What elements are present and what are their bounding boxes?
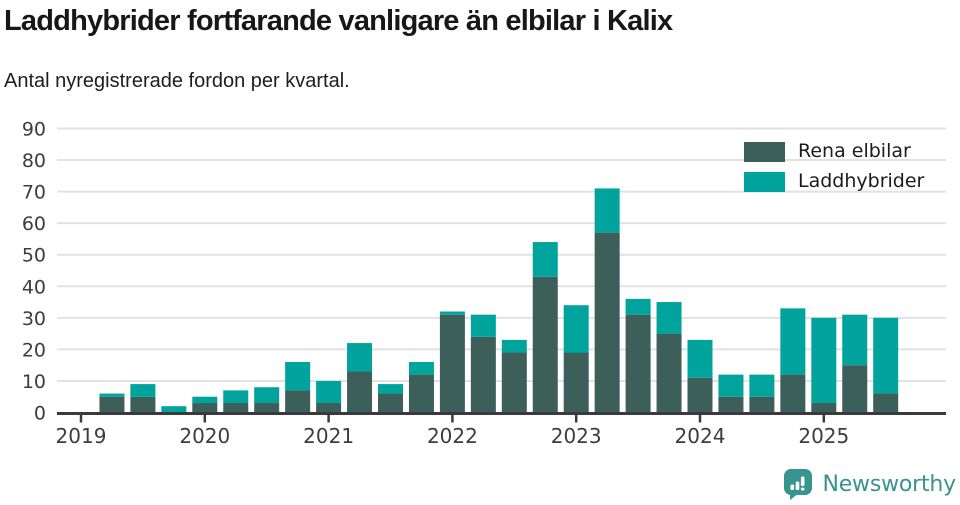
bar-segment-rena-elbilar (285, 390, 311, 413)
bar-segment-laddhybrider (749, 374, 775, 397)
legend-swatch-laddhybrider (744, 171, 785, 192)
y-tick-label: 10 (22, 371, 46, 393)
legend: Rena elbilar Laddhybrider (744, 141, 924, 192)
bar-segment-rena-elbilar (563, 352, 589, 413)
bar-segment-laddhybrider (192, 396, 218, 404)
bar-segment-laddhybrider (811, 317, 837, 404)
bar-segment-rena-elbilar (439, 314, 465, 413)
y-tick-label: 70 (22, 182, 46, 204)
bar-segment-rena-elbilar (873, 393, 899, 413)
bar-segment-laddhybrider (780, 308, 806, 375)
x-tick-label: 2020 (179, 424, 230, 448)
bar-segment-laddhybrider (532, 242, 558, 277)
y-tick-label: 0 (34, 403, 46, 425)
y-tick-label: 50 (22, 245, 46, 267)
y-tick-label: 90 (22, 118, 46, 140)
bar-segment-laddhybrider (130, 384, 156, 397)
bar-segment-laddhybrider (501, 339, 527, 353)
x-tick-label: 2024 (675, 424, 726, 448)
bar-segment-laddhybrider (439, 311, 465, 315)
bar-segment-rena-elbilar (316, 403, 342, 413)
bar-segment-laddhybrider (563, 305, 589, 353)
y-tick-label: 30 (22, 308, 46, 330)
bar-segment-rena-elbilar (408, 374, 434, 413)
y-tick-label: 40 (22, 276, 46, 298)
bar-segment-rena-elbilar (532, 276, 558, 413)
bar-segment-laddhybrider (316, 380, 342, 404)
bar-segment-laddhybrider (625, 298, 651, 315)
bar-segment-laddhybrider (378, 384, 403, 394)
bar-segment-rena-elbilar (130, 396, 156, 413)
bar-segment-laddhybrider (873, 317, 899, 394)
bar-segment-laddhybrider (254, 387, 280, 404)
bar-segment-laddhybrider (161, 406, 187, 413)
bar-segment-laddhybrider (285, 362, 311, 391)
x-tick-label: 2023 (551, 424, 602, 448)
bar-segment-laddhybrider (842, 314, 868, 366)
y-tick-label: 80 (22, 150, 46, 172)
y-tick-label: 60 (22, 213, 46, 235)
chart-svg: 0 10 20 30 40 50 60 70 80 90 2019 2020 2021 2022 2023 2… (22, 118, 946, 448)
bar-segment-rena-elbilar (347, 371, 373, 413)
x-tick-label: 2021 (303, 424, 354, 448)
bar-segment-laddhybrider (408, 362, 434, 375)
bar-segment-rena-elbilar (192, 403, 218, 413)
bar-segment-rena-elbilar (254, 403, 280, 413)
x-tick-label: 2022 (427, 424, 478, 448)
brand-text: Newsworthy (822, 471, 956, 497)
bar-segment-rena-elbilar (749, 396, 775, 413)
legend-label-laddhybrider: Laddhybrider (798, 170, 925, 192)
legend-label-rena-elbilar: Rena elbilar (798, 140, 911, 162)
bar-segment-rena-elbilar (594, 232, 620, 413)
chart-subtitle: Antal nyregistrerade fordon per kvartal. (4, 70, 350, 92)
bar-segment-rena-elbilar (378, 393, 403, 413)
bar-segment-rena-elbilar (625, 314, 651, 413)
bar-segment-laddhybrider (656, 302, 682, 334)
chart-title: Laddhybrider fortfarande vanligare än el… (4, 5, 673, 37)
bar-segment-laddhybrider (718, 374, 744, 397)
bar-segment-rena-elbilar (842, 365, 868, 413)
bar-segment-laddhybrider (687, 339, 713, 378)
legend-item-rena-elbilar: Rena elbilar (744, 141, 924, 162)
newsworthy-logo-icon (784, 469, 813, 500)
bar-segment-laddhybrider (594, 188, 620, 233)
bar-segment-rena-elbilar (470, 336, 496, 413)
bar-segment-rena-elbilar (811, 403, 837, 413)
legend-item-laddhybrider: Laddhybrider (744, 171, 924, 192)
bar-segment-rena-elbilar (687, 377, 713, 413)
bar-segment-laddhybrider (99, 393, 125, 397)
bar-segment-laddhybrider (347, 343, 373, 372)
bar-segment-rena-elbilar (780, 374, 806, 413)
bar-segment-laddhybrider (223, 390, 249, 404)
x-tick-label: 2025 (798, 424, 849, 448)
y-tick-label: 20 (22, 339, 46, 361)
bar-segment-rena-elbilar (99, 396, 125, 413)
x-tick-label: 2019 (56, 424, 107, 448)
bar-segment-rena-elbilar (501, 352, 527, 413)
bar-segment-rena-elbilar (656, 333, 682, 413)
bar-segment-laddhybrider (470, 314, 496, 337)
bar-segment-rena-elbilar (718, 396, 744, 413)
newsworthy-branding: Newsworthy (782, 467, 956, 501)
legend-swatch-rena-elbilar (744, 141, 785, 162)
bar-segment-rena-elbilar (223, 403, 249, 413)
